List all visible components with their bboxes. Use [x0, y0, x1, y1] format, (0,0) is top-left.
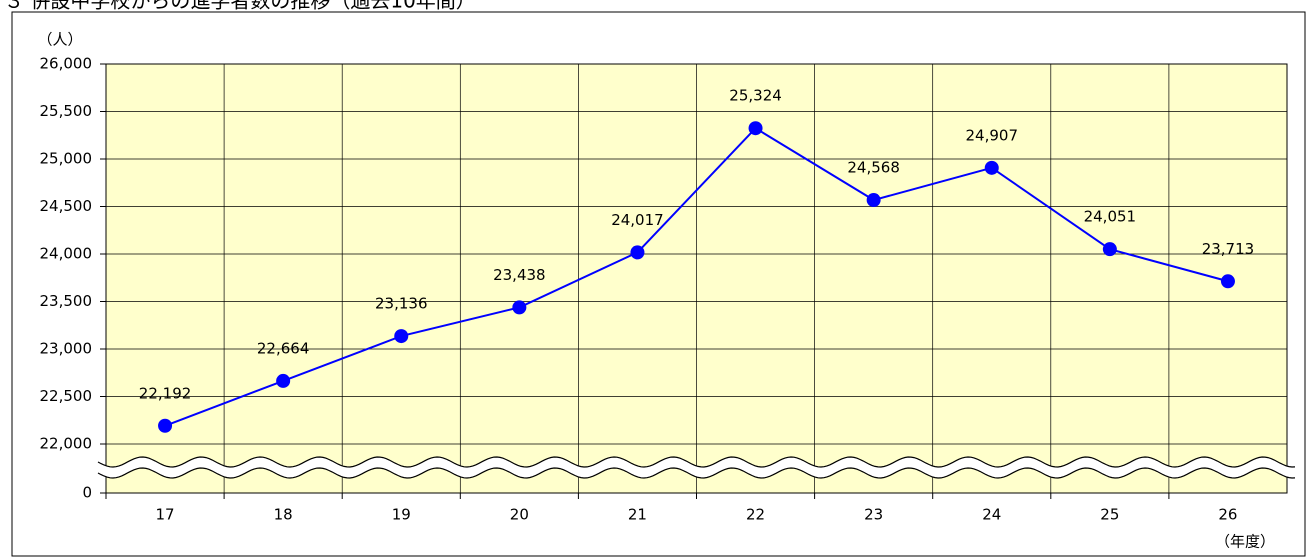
y-tick-label: 22,000: [40, 435, 93, 453]
x-axis-label: （年度）: [1215, 533, 1275, 551]
y-tick-label: 22,500: [40, 387, 93, 405]
data-point: [1102, 242, 1117, 257]
y-tick-label: 25,000: [40, 150, 93, 168]
x-tick-label: 25: [1100, 506, 1119, 524]
axis-break-fill: [98, 457, 1297, 478]
x-tick-label: 24: [982, 506, 1001, 524]
data-point: [984, 160, 999, 175]
chart-frame: [11, 11, 1306, 557]
data-label: 22,192: [139, 384, 192, 402]
x-tick-label: 22: [746, 506, 765, 524]
x-tick-label: 19: [392, 506, 411, 524]
chart-title: ３ 併設中学校からの進学者数の推移（過去10年間）: [4, 0, 476, 13]
data-label: 25,324: [729, 87, 782, 105]
y-tick-label: 23,000: [40, 340, 93, 358]
y-tick-label: 24,500: [40, 197, 93, 215]
data-point: [512, 300, 527, 315]
data-label: 22,664: [257, 339, 310, 357]
x-tick-label: 21: [628, 506, 647, 524]
x-tick-label: 18: [274, 506, 293, 524]
data-label: 24,051: [1084, 208, 1137, 226]
y-tick-label: 0: [82, 484, 92, 502]
data-label: 23,713: [1202, 240, 1255, 258]
data-point: [748, 121, 763, 136]
y-tick-label: 26,000: [40, 55, 93, 73]
x-tick-label: 23: [864, 506, 883, 524]
data-label: 23,438: [493, 266, 546, 284]
axis-break-line: [97, 456, 1296, 468]
x-tick-label: 17: [156, 506, 175, 524]
data-point: [1220, 274, 1235, 289]
axis-break-line: [97, 467, 1296, 479]
x-tick-label: 26: [1218, 506, 1237, 524]
data-point: [866, 193, 881, 208]
data-label: 24,568: [847, 159, 900, 177]
data-point: [276, 373, 291, 388]
x-tick-label: 20: [510, 506, 529, 524]
data-label: 24,017: [611, 211, 664, 229]
data-point: [158, 418, 173, 433]
data-point: [630, 245, 645, 260]
y-tick-label: 23,500: [40, 292, 93, 310]
y-tick-label: 25,500: [40, 102, 93, 120]
y-axis-label: （人）: [37, 31, 82, 49]
y-tick-label: 24,000: [40, 245, 93, 263]
data-label: 23,136: [375, 295, 428, 313]
data-point: [394, 329, 409, 344]
data-label: 24,907: [966, 126, 1019, 144]
series-line: [164, 126, 1229, 427]
